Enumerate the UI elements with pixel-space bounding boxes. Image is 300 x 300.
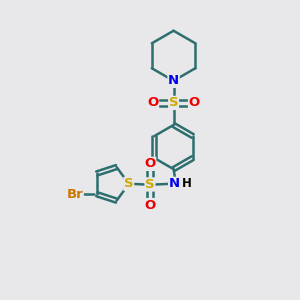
Text: O: O	[188, 96, 200, 110]
Text: H: H	[182, 177, 192, 190]
Text: O: O	[144, 199, 156, 212]
Text: O: O	[147, 96, 159, 110]
Text: S: S	[145, 178, 155, 191]
Text: Br: Br	[66, 188, 83, 201]
Text: N: N	[169, 177, 180, 190]
Text: S: S	[169, 96, 178, 110]
Text: N: N	[168, 74, 179, 87]
Text: O: O	[144, 157, 156, 170]
Text: S: S	[124, 177, 134, 190]
